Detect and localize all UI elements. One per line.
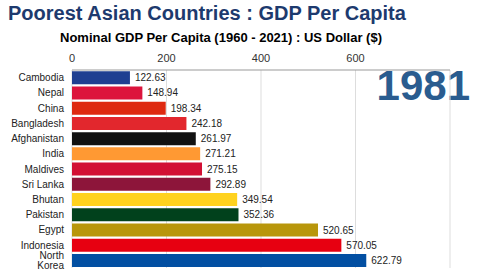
svg-text:Nepal: Nepal [38,87,64,98]
svg-text:NorthKorea: NorthKorea [37,250,64,270]
svg-text:India: India [42,148,64,159]
svg-text:Afghanistan: Afghanistan [11,133,64,144]
svg-text:Bhutan: Bhutan [32,194,64,205]
svg-text:275.15: 275.15 [207,164,238,175]
svg-text:261.97: 261.97 [201,133,232,144]
svg-text:Maldives: Maldives [25,164,64,175]
svg-text:200: 200 [157,52,175,64]
svg-text:198.34: 198.34 [171,103,202,114]
svg-text:242.18: 242.18 [191,118,222,129]
svg-text:622.79: 622.79 [371,255,402,266]
svg-text:271.21: 271.21 [205,148,236,159]
svg-text:148.94: 148.94 [147,87,178,98]
svg-text:0: 0 [69,52,75,64]
svg-text:Egypt: Egypt [38,224,64,235]
svg-text:Bangladesh: Bangladesh [11,118,64,129]
svg-text:520.65: 520.65 [323,225,354,236]
svg-text:349.54: 349.54 [242,194,273,205]
svg-text:Pakistan: Pakistan [26,209,64,220]
svg-text:292.89: 292.89 [215,179,246,190]
svg-text:Sri Lanka: Sri Lanka [22,179,65,190]
html-text:Poorest Asian Countries : GDP: Poorest Asian Countries : GDP Per Capita [8,2,406,24]
svg-text:400: 400 [252,52,270,64]
svg-text:Indonesia: Indonesia [20,239,64,251]
svg-text:China: China [38,103,65,114]
svg-text:122.63: 122.63 [135,72,166,83]
svg-text:600: 600 [346,52,364,64]
svg-text:Cambodia: Cambodia [18,72,64,83]
html-text:Nominal GDP Per Capita (1960 -: Nominal GDP Per Capita (1960 - 2021) : U… [60,30,382,45]
svg-text:352.36: 352.36 [243,209,274,220]
html-text:1981: 1981 [376,62,470,109]
svg-text:570.05: 570.05 [346,240,377,251]
